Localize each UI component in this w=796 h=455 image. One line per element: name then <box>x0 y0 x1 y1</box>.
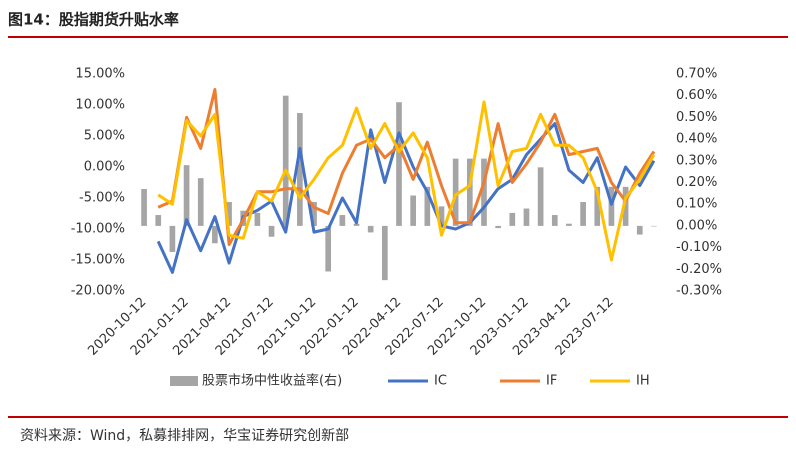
legend-swatch <box>170 376 198 386</box>
legend-label: IH <box>636 374 650 389</box>
y2-tick-label: 0.50% <box>676 110 717 125</box>
y2-tick-label: 0.40% <box>676 132 717 147</box>
bar <box>622 186 629 226</box>
bar <box>495 225 501 229</box>
y2-tick-label: 0.30% <box>676 153 717 168</box>
bar <box>651 225 657 227</box>
bar <box>282 95 289 226</box>
bar <box>438 206 445 226</box>
bar <box>254 212 261 226</box>
y-tick-label: -10.00% <box>71 222 125 237</box>
bar <box>523 208 530 226</box>
bar <box>141 189 147 226</box>
legend-label: IF <box>546 374 557 389</box>
legend-label: IC <box>434 374 447 389</box>
bar <box>169 225 176 252</box>
line-series <box>157 88 656 246</box>
header-rule <box>8 36 788 38</box>
bar <box>424 186 431 226</box>
bar <box>580 202 586 226</box>
bar <box>268 225 275 237</box>
bar <box>367 225 374 233</box>
source-note: 资料来源：Wind，私募排排网，华宝证券研究创新部 <box>20 428 349 444</box>
line-series <box>157 100 656 262</box>
bar <box>608 186 615 226</box>
y2-tick-label: 0.70% <box>676 67 717 82</box>
bar <box>509 212 516 226</box>
bar <box>636 225 643 235</box>
bar <box>410 195 416 226</box>
bar <box>452 158 459 226</box>
bar <box>466 158 473 226</box>
bar <box>311 202 317 226</box>
bar <box>183 165 190 226</box>
bar <box>212 225 218 244</box>
bar <box>353 223 360 226</box>
y-tick-label: 0.00% <box>84 160 125 175</box>
figure-title: 图14：股指期货升贴水率 <box>8 11 179 29</box>
bar <box>339 215 346 226</box>
bar <box>325 225 332 272</box>
y-tick-label: 10.00% <box>75 98 125 113</box>
y2-tick-label: -0.20% <box>676 262 722 277</box>
bar <box>481 158 487 226</box>
bar <box>297 113 303 226</box>
y2-tick-label: 0.20% <box>676 175 717 190</box>
bar <box>197 178 204 226</box>
y2-tick-label: -0.30% <box>676 284 722 299</box>
bar <box>537 167 544 226</box>
bar <box>382 225 388 281</box>
y-tick-label: -20.00% <box>71 284 125 299</box>
y2-tick-label: 0.10% <box>676 197 717 212</box>
y-tick-label: -5.00% <box>79 191 125 206</box>
y-tick-label: 15.00% <box>75 67 125 82</box>
bar <box>155 215 162 226</box>
bar <box>226 202 232 226</box>
bar <box>551 215 558 226</box>
line-series <box>156 122 656 274</box>
y2-tick-label: 0.60% <box>676 88 717 103</box>
y-tick-label: 5.00% <box>84 129 125 144</box>
y2-tick-label: 0.00% <box>676 218 717 233</box>
bar <box>396 102 402 226</box>
legend-label: 股票市场中性收益率(右) <box>202 373 342 389</box>
bar <box>594 186 601 226</box>
footer-rule <box>8 416 788 418</box>
y-tick-label: -15.00% <box>71 253 125 268</box>
bar <box>566 223 572 226</box>
y2-tick-label: -0.10% <box>676 240 722 255</box>
